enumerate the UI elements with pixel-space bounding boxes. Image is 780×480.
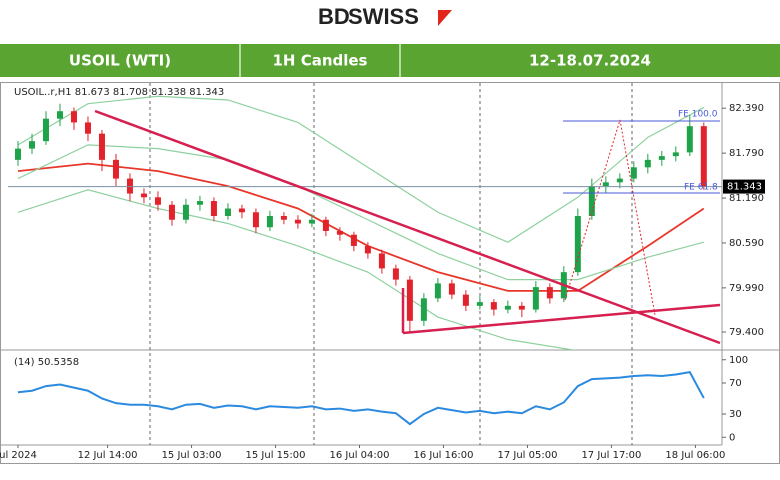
y-tick-label: 81.190 — [729, 193, 764, 204]
logo-chevron — [438, 10, 452, 26]
y-tick-label: 82.390 — [729, 103, 764, 114]
y-tick-label: 81.790 — [729, 148, 764, 159]
x-tick-label: 18 Jul 06:00 — [665, 450, 725, 461]
candle-body — [308, 219, 315, 224]
x-tick-label: 15 Jul 15:00 — [246, 450, 306, 461]
candle-body — [658, 156, 665, 160]
candle-body — [28, 141, 35, 149]
candle-body — [322, 219, 329, 231]
x-tick-label: 12 Jul 14:00 — [78, 450, 138, 461]
candle-body — [168, 204, 175, 220]
price-panel — [8, 95, 722, 350]
last-price-box — [723, 179, 765, 194]
candle-body — [462, 294, 469, 306]
y-tick-label: 79.990 — [729, 283, 764, 294]
candle-body — [588, 186, 595, 217]
fib-label: FE 61.8 — [684, 183, 718, 193]
candle-body — [42, 118, 49, 142]
candle-body — [266, 216, 273, 228]
candle-body — [490, 302, 497, 310]
candle-body — [616, 178, 623, 183]
candle-body — [56, 111, 63, 119]
candle-body — [406, 279, 413, 321]
indicator-line — [17, 144, 704, 281]
candle-body — [546, 287, 553, 299]
candle-body — [140, 193, 147, 198]
last-price-label: 81.343 — [727, 182, 762, 193]
candle-body — [196, 201, 203, 205]
candle-body — [252, 212, 259, 228]
indicator-line — [17, 189, 577, 350]
candle-body — [476, 302, 483, 306]
header-symbol: USOIL (WTI) — [69, 52, 171, 70]
header-timeframe: 1H Candles — [272, 52, 367, 70]
header-bar — [0, 44, 780, 77]
candle-body — [182, 204, 189, 220]
candle-body — [378, 253, 385, 269]
candle-body — [224, 208, 231, 217]
candle-body — [518, 305, 525, 310]
candle-body — [644, 159, 651, 168]
candle-body — [294, 219, 301, 224]
candle-body — [238, 208, 245, 213]
candle-body — [448, 283, 455, 295]
candle-body — [504, 305, 511, 310]
candle-body — [700, 126, 707, 187]
candle-body — [420, 298, 427, 321]
candle-body — [126, 178, 133, 194]
candle-body — [434, 283, 441, 299]
candle-body — [336, 230, 343, 235]
candle-body — [154, 197, 161, 205]
logo-swiss: SWISS — [348, 4, 419, 29]
candle-body — [70, 111, 77, 123]
x-tick-label: 16 Jul 16:00 — [413, 450, 473, 461]
y-tick-label: 70 — [729, 378, 742, 389]
drawings — [94, 109, 721, 345]
candle-body — [84, 122, 91, 134]
candle-body — [574, 216, 581, 273]
x-tick-label: 15 Jul 03:00 — [162, 450, 222, 461]
y-tick-label: 79.400 — [729, 327, 764, 338]
candle-body — [392, 268, 399, 280]
chart-title: USOIL..r,H1 81.673 81.708 81.338 81.343 — [14, 87, 224, 98]
candle-body — [98, 133, 105, 160]
y-tick-label: 100 — [729, 355, 748, 366]
candle-body — [630, 167, 637, 179]
rsi-line — [17, 371, 705, 426]
indicator-line — [17, 95, 705, 243]
candle-body — [14, 148, 21, 160]
x-tick-label: ul 2024 — [0, 450, 37, 461]
x-tick-label: 17 Jul 17:00 — [581, 450, 641, 461]
candle-body — [210, 201, 217, 217]
candle-body — [350, 234, 357, 246]
rsi-panel — [17, 371, 705, 426]
candle-body — [672, 152, 679, 157]
logo-bd: BD — [318, 4, 350, 29]
header-dates: 12-18.07.2024 — [529, 52, 651, 70]
fib-label: FE 100.0 — [678, 110, 718, 120]
rsi-title: (14) 50.5358 — [14, 357, 79, 368]
x-tick-label: 17 Jul 05:00 — [497, 450, 557, 461]
x-tick-label: 16 Jul 04:00 — [330, 450, 390, 461]
candle-body — [686, 126, 693, 153]
day-separators — [149, 83, 633, 445]
chart-frame — [0, 82, 780, 464]
y-tick-label: 80.590 — [729, 238, 764, 249]
candle-body — [602, 182, 609, 187]
candle-body — [364, 245, 371, 254]
y-tick-label: 0 — [729, 432, 735, 443]
candle-body — [280, 216, 287, 220]
candle-body — [112, 159, 119, 179]
y-tick-label: 30 — [729, 409, 742, 420]
candle-body — [532, 287, 539, 310]
